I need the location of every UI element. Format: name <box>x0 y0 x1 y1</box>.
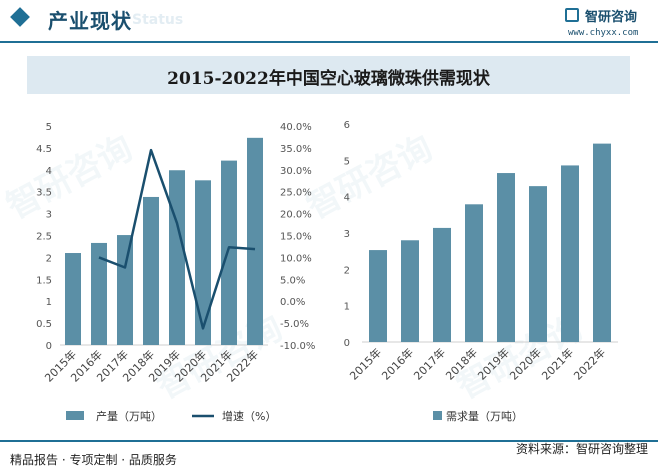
right-x-tick-label: 2022年 <box>571 345 608 382</box>
chart-title: 2015-2022年中国空心玻璃微珠供需现状 <box>167 69 490 89</box>
right-y-tick-label: 20.0% <box>280 210 312 221</box>
right-x-tick-label: 2021年 <box>539 345 576 382</box>
right-x-tick-label: 2020年 <box>507 345 544 382</box>
production-bar <box>169 170 185 345</box>
production-bar <box>117 235 133 345</box>
legend-label-demand: 需求量（万吨） <box>446 410 523 423</box>
right-y-tick-label: -5.0% <box>280 319 309 330</box>
section-ghost-text: Status <box>132 12 184 28</box>
production-bar <box>65 253 81 345</box>
left-y-tick-label: 3 <box>46 210 52 221</box>
production-bar <box>247 137 263 345</box>
logo-text: 智研咨询 <box>585 10 638 25</box>
right-chart-y-tick-label: 5 <box>344 156 350 167</box>
left-y-tick-label: 1 <box>46 297 52 308</box>
legend-label-production: 产量（万吨） <box>96 409 162 423</box>
production-bar <box>221 160 237 345</box>
demand-bar <box>561 165 579 342</box>
demand-bar <box>529 186 547 342</box>
production-bar <box>143 196 159 345</box>
chart-title-band <box>27 56 630 94</box>
demand-bar <box>433 227 451 342</box>
left-y-tick-label: 0.5 <box>36 319 52 330</box>
growth-rate-line <box>98 148 256 330</box>
right-chart-y-tick-label: 1 <box>344 302 350 313</box>
logo-icon <box>565 8 579 22</box>
right-y-tick-label: 30.0% <box>280 166 312 177</box>
right-chart-y-tick-label: 0 <box>344 338 350 349</box>
right-chart-y-tick-label: 6 <box>344 120 350 131</box>
left-y-tick-label: 0 <box>46 341 52 352</box>
left-y-tick-label: 2 <box>46 253 52 264</box>
logo-url: www.chyxx.com <box>568 28 639 38</box>
demand-bar <box>401 240 419 342</box>
right-chart-y-tick-label: 3 <box>344 229 350 240</box>
right-x-tick-label: 2017年 <box>411 345 448 382</box>
right-x-tick-label: 2018年 <box>443 345 480 382</box>
right-y-tick-label: 10.0% <box>280 253 312 264</box>
footer-slogan: 精品报告 · 专项定制 · 品质服务 <box>10 453 177 467</box>
left-y-tick-label: 5 <box>46 122 52 133</box>
right-x-tick-label: 2015年 <box>347 345 384 382</box>
production-bar <box>195 180 211 345</box>
left-y-tick-label: 1.5 <box>36 275 52 286</box>
right-y-tick-label: 40.0% <box>280 122 312 133</box>
left-y-tick-label: 4.5 <box>36 144 52 155</box>
right-y-tick-label: 15.0% <box>280 232 312 243</box>
demand-bar <box>497 173 515 342</box>
header: 产业现状 Status 智研咨询 www.chyxx.com <box>0 0 658 43</box>
demand-bar <box>593 143 611 342</box>
right-y-tick-label: 25.0% <box>280 188 312 199</box>
demand-bar <box>369 250 387 342</box>
right-y-tick-label: 0.0% <box>280 297 305 308</box>
footer-source: 资料来源：智研咨询整理 <box>515 442 648 456</box>
legend-label-growth: 增速（%） <box>222 409 276 423</box>
production-bar <box>91 242 107 345</box>
right-y-tick-label: -10.0% <box>280 341 315 352</box>
left-y-tick-label: 2.5 <box>36 232 52 243</box>
legend-swatch-production <box>66 411 84 420</box>
section-title: 产业现状 <box>48 9 132 33</box>
right-chart-y-tick-label: 2 <box>344 265 350 276</box>
legend-swatch-demand <box>433 411 442 420</box>
right-y-tick-label: 35.0% <box>280 144 312 155</box>
header-divider <box>0 41 658 43</box>
footer-divider <box>0 440 658 442</box>
right-chart-y-tick-label: 4 <box>344 193 350 204</box>
left-y-tick-label: 3.5 <box>36 188 52 199</box>
right-x-tick-label: 2019年 <box>475 345 512 382</box>
right-y-tick-label: 5.0% <box>280 275 305 286</box>
left-y-tick-label: 4 <box>46 166 52 177</box>
demand-bar <box>465 204 483 342</box>
right-x-tick-label: 2016年 <box>379 345 416 382</box>
